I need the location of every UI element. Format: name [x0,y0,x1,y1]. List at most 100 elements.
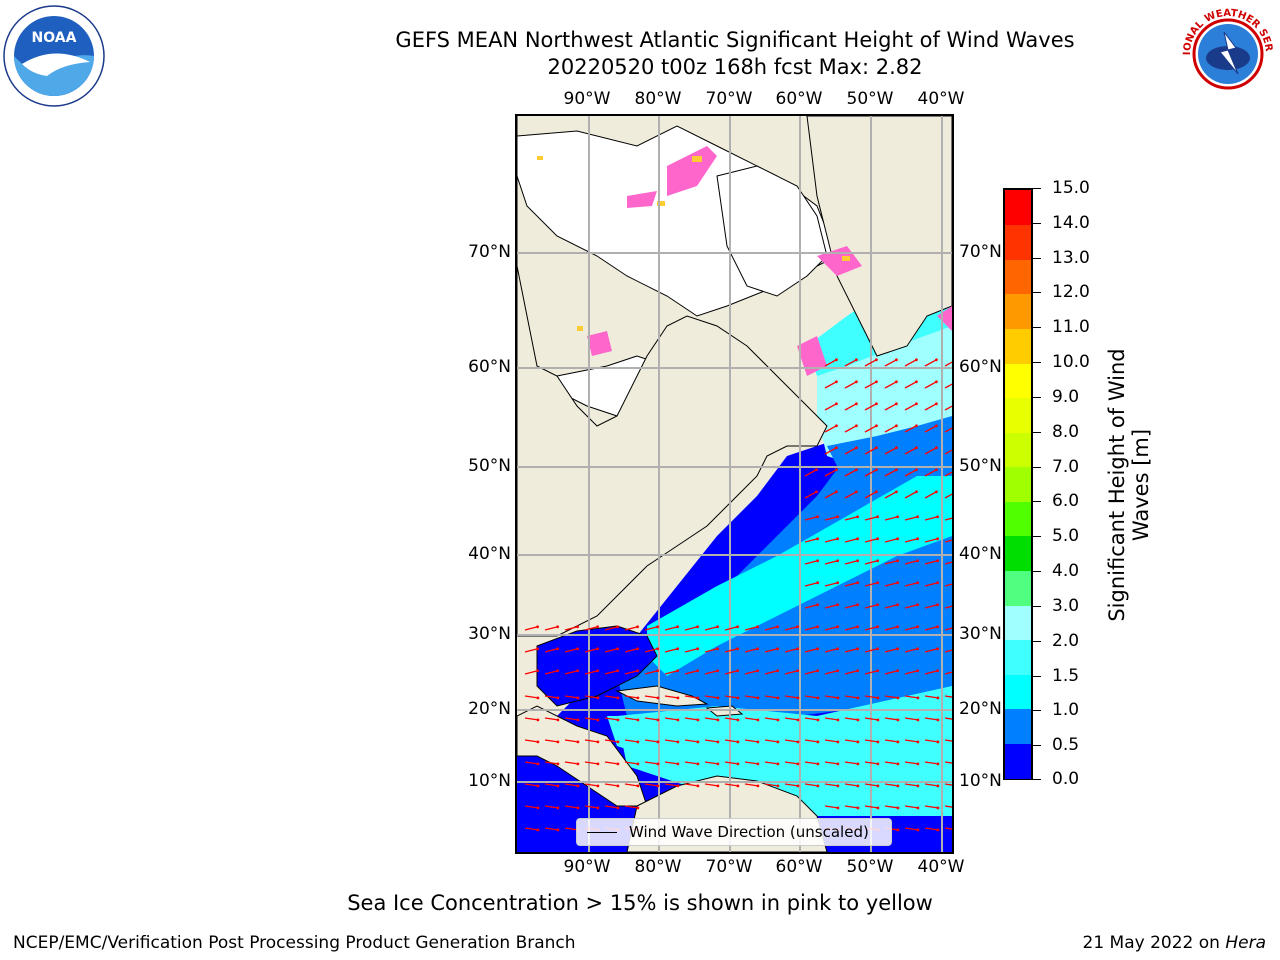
wind-arrow-head [916,559,919,563]
wind-arrow [564,626,578,631]
wind-arrow [884,359,897,367]
wind-arrow-head [796,718,800,722]
wind-arrow-head [796,696,800,700]
wind-arrow-head [836,647,839,651]
colorbar-tick-label: 12.0 [1052,282,1090,303]
wind-arrow [724,783,738,787]
colorbar-tick-label: 1.5 [1052,665,1080,686]
wind-arrow [544,783,558,787]
map-legend: Wind Wave Direction (unscaled) [576,818,892,846]
wind-arrow-head [936,806,940,810]
colorbar-segment [1005,708,1031,744]
wind-arrow-head [896,625,899,629]
wind-arrow-head [835,424,838,428]
wind-arrow-head [536,740,540,744]
wind-arrow [864,670,878,675]
wind-arrow [804,582,818,587]
wind-arrow [844,604,858,609]
wind-arrow [924,648,938,653]
wind-arrow [744,670,758,675]
wind-arrow-head [816,603,819,607]
wind-arrow-head [935,446,938,450]
wind-arrow-head [716,784,720,788]
wind-arrow [824,783,838,787]
wind-arrow-head [915,490,918,494]
wind-arrow [784,626,798,631]
wind-arrow-head [756,762,760,766]
wind-arrow-head [916,603,919,607]
wind-arrow-head [576,740,580,744]
wind-arrow-head [736,669,739,673]
wind-arrow-head [816,718,820,722]
wind-arrow [844,805,858,809]
wind-arrow-head [756,740,760,744]
wind-arrow [944,561,952,565]
wind-arrow-head [596,647,599,651]
wind-arrow-head [656,647,659,651]
wind-arrow-head [895,402,898,406]
wind-arrow [764,695,778,699]
wind-arrow-head [776,762,780,766]
wind-arrow [944,405,952,411]
colorbar-tick-label: 13.0 [1052,247,1090,268]
wind-arrow [884,560,898,565]
wind-arrow [904,670,918,675]
wind-arrow [564,670,578,675]
wind-arrow [884,717,898,721]
lon-label-bottom: 40°W [917,857,965,877]
wind-arrow [864,359,877,367]
wind-arrow [944,805,952,808]
wind-arrow [944,695,952,698]
wind-arrow [824,359,837,367]
wind-arrow-head [776,625,779,629]
colorbar-tick [1033,779,1041,780]
wind-arrow-head [915,402,918,406]
colorbar-segment [1005,190,1031,226]
wind-arrow [704,695,718,699]
wind-arrow-head [895,380,898,384]
wind-arrow-head [935,358,938,362]
wind-arrow [944,427,952,433]
lon-label-bottom: 90°W [563,857,611,877]
wind-arrow-head [915,446,918,450]
wind-arrow [784,739,798,743]
wind-arrow [624,648,638,653]
wind-arrow-head [576,696,580,700]
lat-label-left: 30°N [468,624,511,644]
wind-arrow-head [856,718,860,722]
colorbar-tick [1033,675,1041,677]
wind-arrow [844,761,858,765]
wind-arrow [584,805,598,809]
wind-arrow [864,761,878,765]
colorbar-tick-label: 10.0 [1052,352,1090,373]
wind-arrow-head [916,740,920,744]
wind-arrow [824,626,838,631]
wind-arrow [884,783,898,787]
wind-arrow [904,425,917,433]
wind-arrow-head [896,603,899,607]
wind-arrow-head [876,603,879,607]
colorbar-tick-label: 9.0 [1052,386,1080,407]
lat-label-left: 50°N [468,456,511,476]
wind-arrow-head [636,718,640,722]
wind-arrow-head [736,740,740,744]
wind-arrow-head [856,515,859,519]
wind-arrow-head [756,696,760,700]
wind-arrow-head [596,806,600,810]
wind-arrow [944,761,952,764]
wind-arrow [824,491,837,499]
wind-arrow [664,670,678,675]
wind-arrow-head [896,537,899,541]
wind-arrow-head [556,806,560,810]
wind-arrow [664,783,678,787]
wind-arrow-head [696,625,699,629]
wind-arrow-head [776,740,780,744]
wind-arrow [884,516,898,521]
footer-organization: NCEP/EMC/Verification Post Processing Pr… [13,933,576,953]
wind-arrow [864,403,877,411]
wind-arrow [904,538,918,543]
wind-arrow [904,381,917,389]
wind-arrow [944,783,952,786]
wind-arrow [644,695,658,699]
wind-arrow [724,761,738,765]
